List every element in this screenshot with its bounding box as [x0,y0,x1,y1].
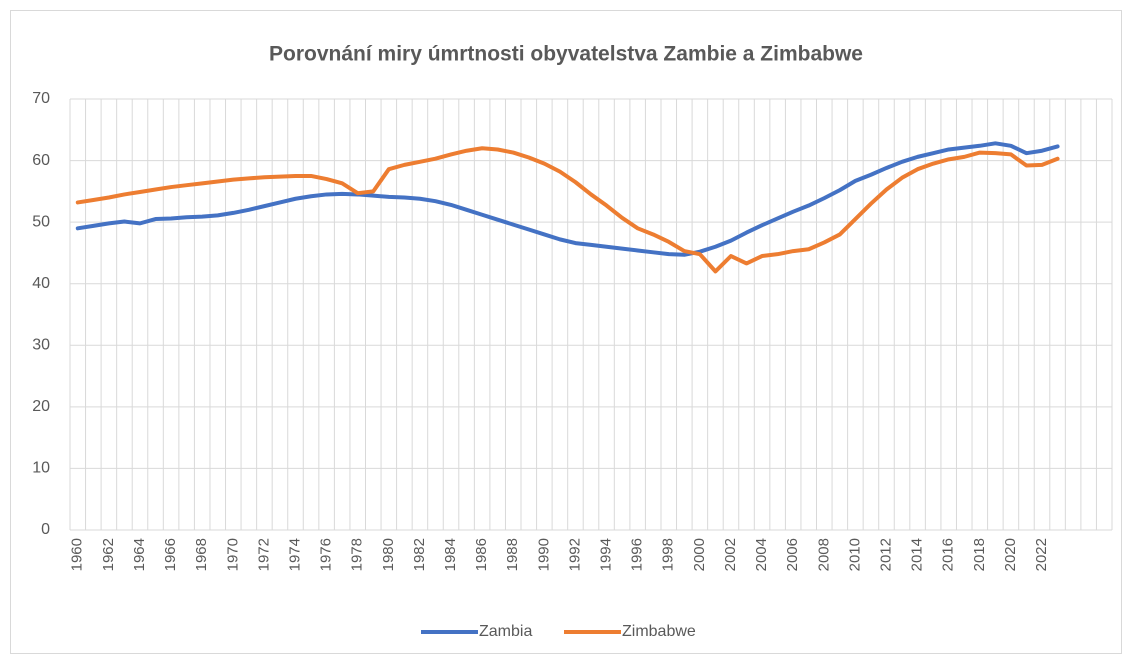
y-tick-label: 50 [32,213,50,230]
x-tick-label: 2016 [940,538,957,571]
x-tick-label: 1976 [318,538,335,571]
x-tick-label: 1964 [131,538,148,571]
x-tick-label: 1992 [566,538,583,571]
x-tick-label: 1994 [598,538,615,571]
chart-border [10,10,1122,654]
x-tick-label: 1966 [162,538,179,571]
x-tick-label: 1982 [411,538,428,571]
x-tick-label: 1978 [349,538,366,571]
y-tick-label: 60 [32,152,50,169]
x-tick-label: 1988 [504,538,521,571]
x-tick-label: 1998 [660,538,677,571]
x-tick-label: 2014 [909,538,926,571]
x-tick-label: 2002 [722,538,739,571]
series-line [75,146,1060,274]
chart-title: Porovnání miry úmrtnosti obyvatelstva Za… [269,43,863,66]
x-tick-label: 1986 [473,538,490,571]
x-tick-label: 1960 [69,538,86,571]
x-tick-label: 1996 [629,538,646,571]
x-tick-label: 2006 [784,538,801,571]
x-tick-label: 2008 [815,538,832,571]
x-tick-label: 2012 [877,538,894,571]
y-tick-label: 30 [32,337,50,354]
x-tick-label: 2018 [971,538,988,571]
x-tick-label: 1980 [380,538,397,571]
x-tick-label: 2000 [691,538,708,571]
series-line [75,141,1060,257]
x-tick-label: 1984 [442,538,459,571]
x-tick-label: 2010 [846,538,863,571]
x-tick-label: 1970 [224,538,241,571]
x-tick-label: 2020 [1002,538,1019,571]
y-tick-label: 20 [32,398,50,415]
x-tick-label: 1990 [535,538,552,571]
x-tick-label: 1972 [255,538,272,571]
x-tick-label: 1962 [100,538,117,571]
y-tick-label: 40 [32,275,50,292]
x-tick-label: 2004 [753,538,770,571]
y-tick-label: 70 [32,90,50,107]
legend-label: Zambia [479,623,532,640]
y-tick-label: 10 [32,460,50,477]
x-tick-label: 1974 [286,538,303,571]
x-tick-label: 1968 [193,538,210,571]
x-tick-label: 2022 [1033,538,1050,571]
legend-label: Zimbabwe [622,623,696,640]
y-tick-label: 0 [41,521,50,538]
